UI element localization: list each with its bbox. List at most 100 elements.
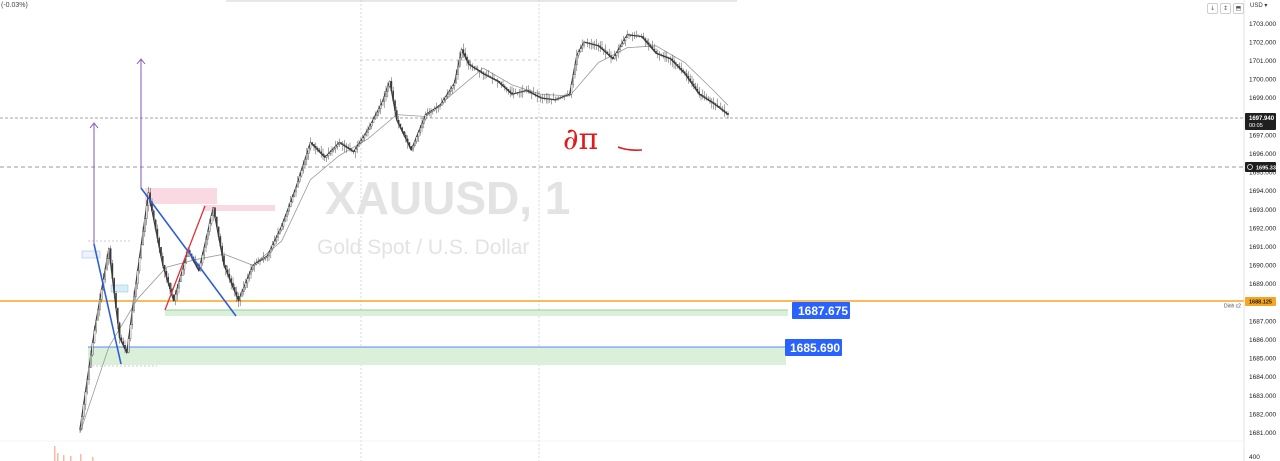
candle-body xyxy=(106,258,108,270)
candle-body xyxy=(568,93,571,96)
candle-body xyxy=(89,354,92,368)
candle-body xyxy=(644,38,646,41)
candle-body xyxy=(217,226,220,237)
small-box-blue xyxy=(110,284,129,293)
price-tick-label: 1702.000 xyxy=(1249,39,1276,46)
candle-body xyxy=(224,265,227,270)
candle-body xyxy=(471,65,474,67)
candle-body xyxy=(684,71,686,74)
candle-body xyxy=(239,296,242,301)
candle-body xyxy=(540,96,542,99)
candle-body xyxy=(469,64,472,66)
candle-body xyxy=(646,40,648,43)
candle-body xyxy=(455,74,458,84)
panel-toggle-button[interactable]: ⬒ xyxy=(1233,3,1244,14)
candle-body xyxy=(277,233,279,238)
candle-body xyxy=(324,155,326,158)
candle-body xyxy=(657,53,659,55)
candle-body xyxy=(543,97,546,99)
candle-body xyxy=(397,120,400,125)
candle-body xyxy=(581,45,583,49)
candle-body xyxy=(669,57,672,60)
candle-body xyxy=(107,248,110,259)
candle-body xyxy=(545,98,547,100)
arrow-down-button[interactable]: ↓ xyxy=(1207,3,1218,14)
candle-body xyxy=(342,143,344,146)
candle-body xyxy=(723,110,726,113)
candle-body xyxy=(336,144,339,147)
candle-body xyxy=(448,91,450,95)
candle-body xyxy=(352,150,355,153)
candle-body xyxy=(489,76,492,78)
candle-body xyxy=(714,103,717,106)
candle-body xyxy=(531,92,533,94)
candle-body xyxy=(325,155,328,158)
candle-body xyxy=(696,88,699,92)
handwritten-stroke xyxy=(617,146,643,151)
candle-body xyxy=(675,62,677,65)
candle-body xyxy=(462,49,465,54)
level-tag-1685[interactable]: 1685.690 xyxy=(785,339,842,356)
candle-body xyxy=(527,90,529,92)
candle-body xyxy=(514,93,517,95)
candle-body xyxy=(658,53,661,55)
pink-zone-top xyxy=(145,188,217,204)
candle-body xyxy=(405,134,407,140)
candle-body xyxy=(516,92,519,94)
candle-body xyxy=(251,265,254,270)
candle-body xyxy=(215,217,218,228)
green-zone-upper xyxy=(165,310,788,316)
candle-body xyxy=(444,96,447,100)
candle-body xyxy=(279,229,281,234)
candle-body xyxy=(709,99,711,102)
candle-body xyxy=(118,322,121,339)
candle-body xyxy=(131,310,134,326)
candle-body xyxy=(468,60,470,65)
candle-body xyxy=(365,132,368,136)
scale-toggle-button[interactable]: ↕ xyxy=(1220,3,1231,14)
candle-body xyxy=(320,151,323,154)
candle-body xyxy=(565,95,567,97)
candle-body xyxy=(205,239,207,248)
price-tick-label: 1703.000 xyxy=(1249,21,1276,28)
candle-body xyxy=(502,84,504,87)
candle-body xyxy=(619,46,621,50)
candle-body xyxy=(651,46,654,50)
candle-body xyxy=(660,54,663,56)
candle-body xyxy=(145,205,148,219)
candle-body xyxy=(232,282,234,288)
candle-body xyxy=(633,35,636,37)
candle-body xyxy=(388,80,391,87)
candle-body xyxy=(333,147,335,151)
candle-body xyxy=(424,114,427,120)
candle-body xyxy=(331,149,333,153)
candle-body xyxy=(635,35,637,37)
candle-body xyxy=(309,142,312,149)
currency-selector[interactable]: USD ▾ xyxy=(1250,3,1268,9)
candle-body xyxy=(603,48,605,51)
candle-body xyxy=(572,74,574,85)
candle-body xyxy=(450,88,452,92)
candle-body xyxy=(401,127,404,132)
candle-body xyxy=(113,278,115,294)
candle-body xyxy=(592,43,594,45)
candle-body xyxy=(253,263,256,266)
candle-body xyxy=(442,99,445,103)
price-axis-ticks: 1703.000 1702.000 1701.000 1700.000 1699.000… xyxy=(1249,21,1276,437)
candle-body xyxy=(349,148,351,150)
candle-body xyxy=(556,98,558,100)
candle-body xyxy=(628,34,630,36)
candle-body xyxy=(667,57,670,59)
candle-body xyxy=(275,237,278,242)
candle-body xyxy=(230,278,233,284)
candle-body xyxy=(140,244,143,259)
candle-body xyxy=(576,54,578,66)
zigzag-blue-2 xyxy=(140,187,237,317)
alert-clock-icon xyxy=(1247,164,1253,170)
alert-tag[interactable]: 1695.331 xyxy=(1245,162,1279,172)
candle-body xyxy=(513,93,515,95)
candle-body xyxy=(648,42,650,46)
candle-body xyxy=(491,77,494,79)
level-tag-1687[interactable]: 1687.675 xyxy=(792,302,850,319)
